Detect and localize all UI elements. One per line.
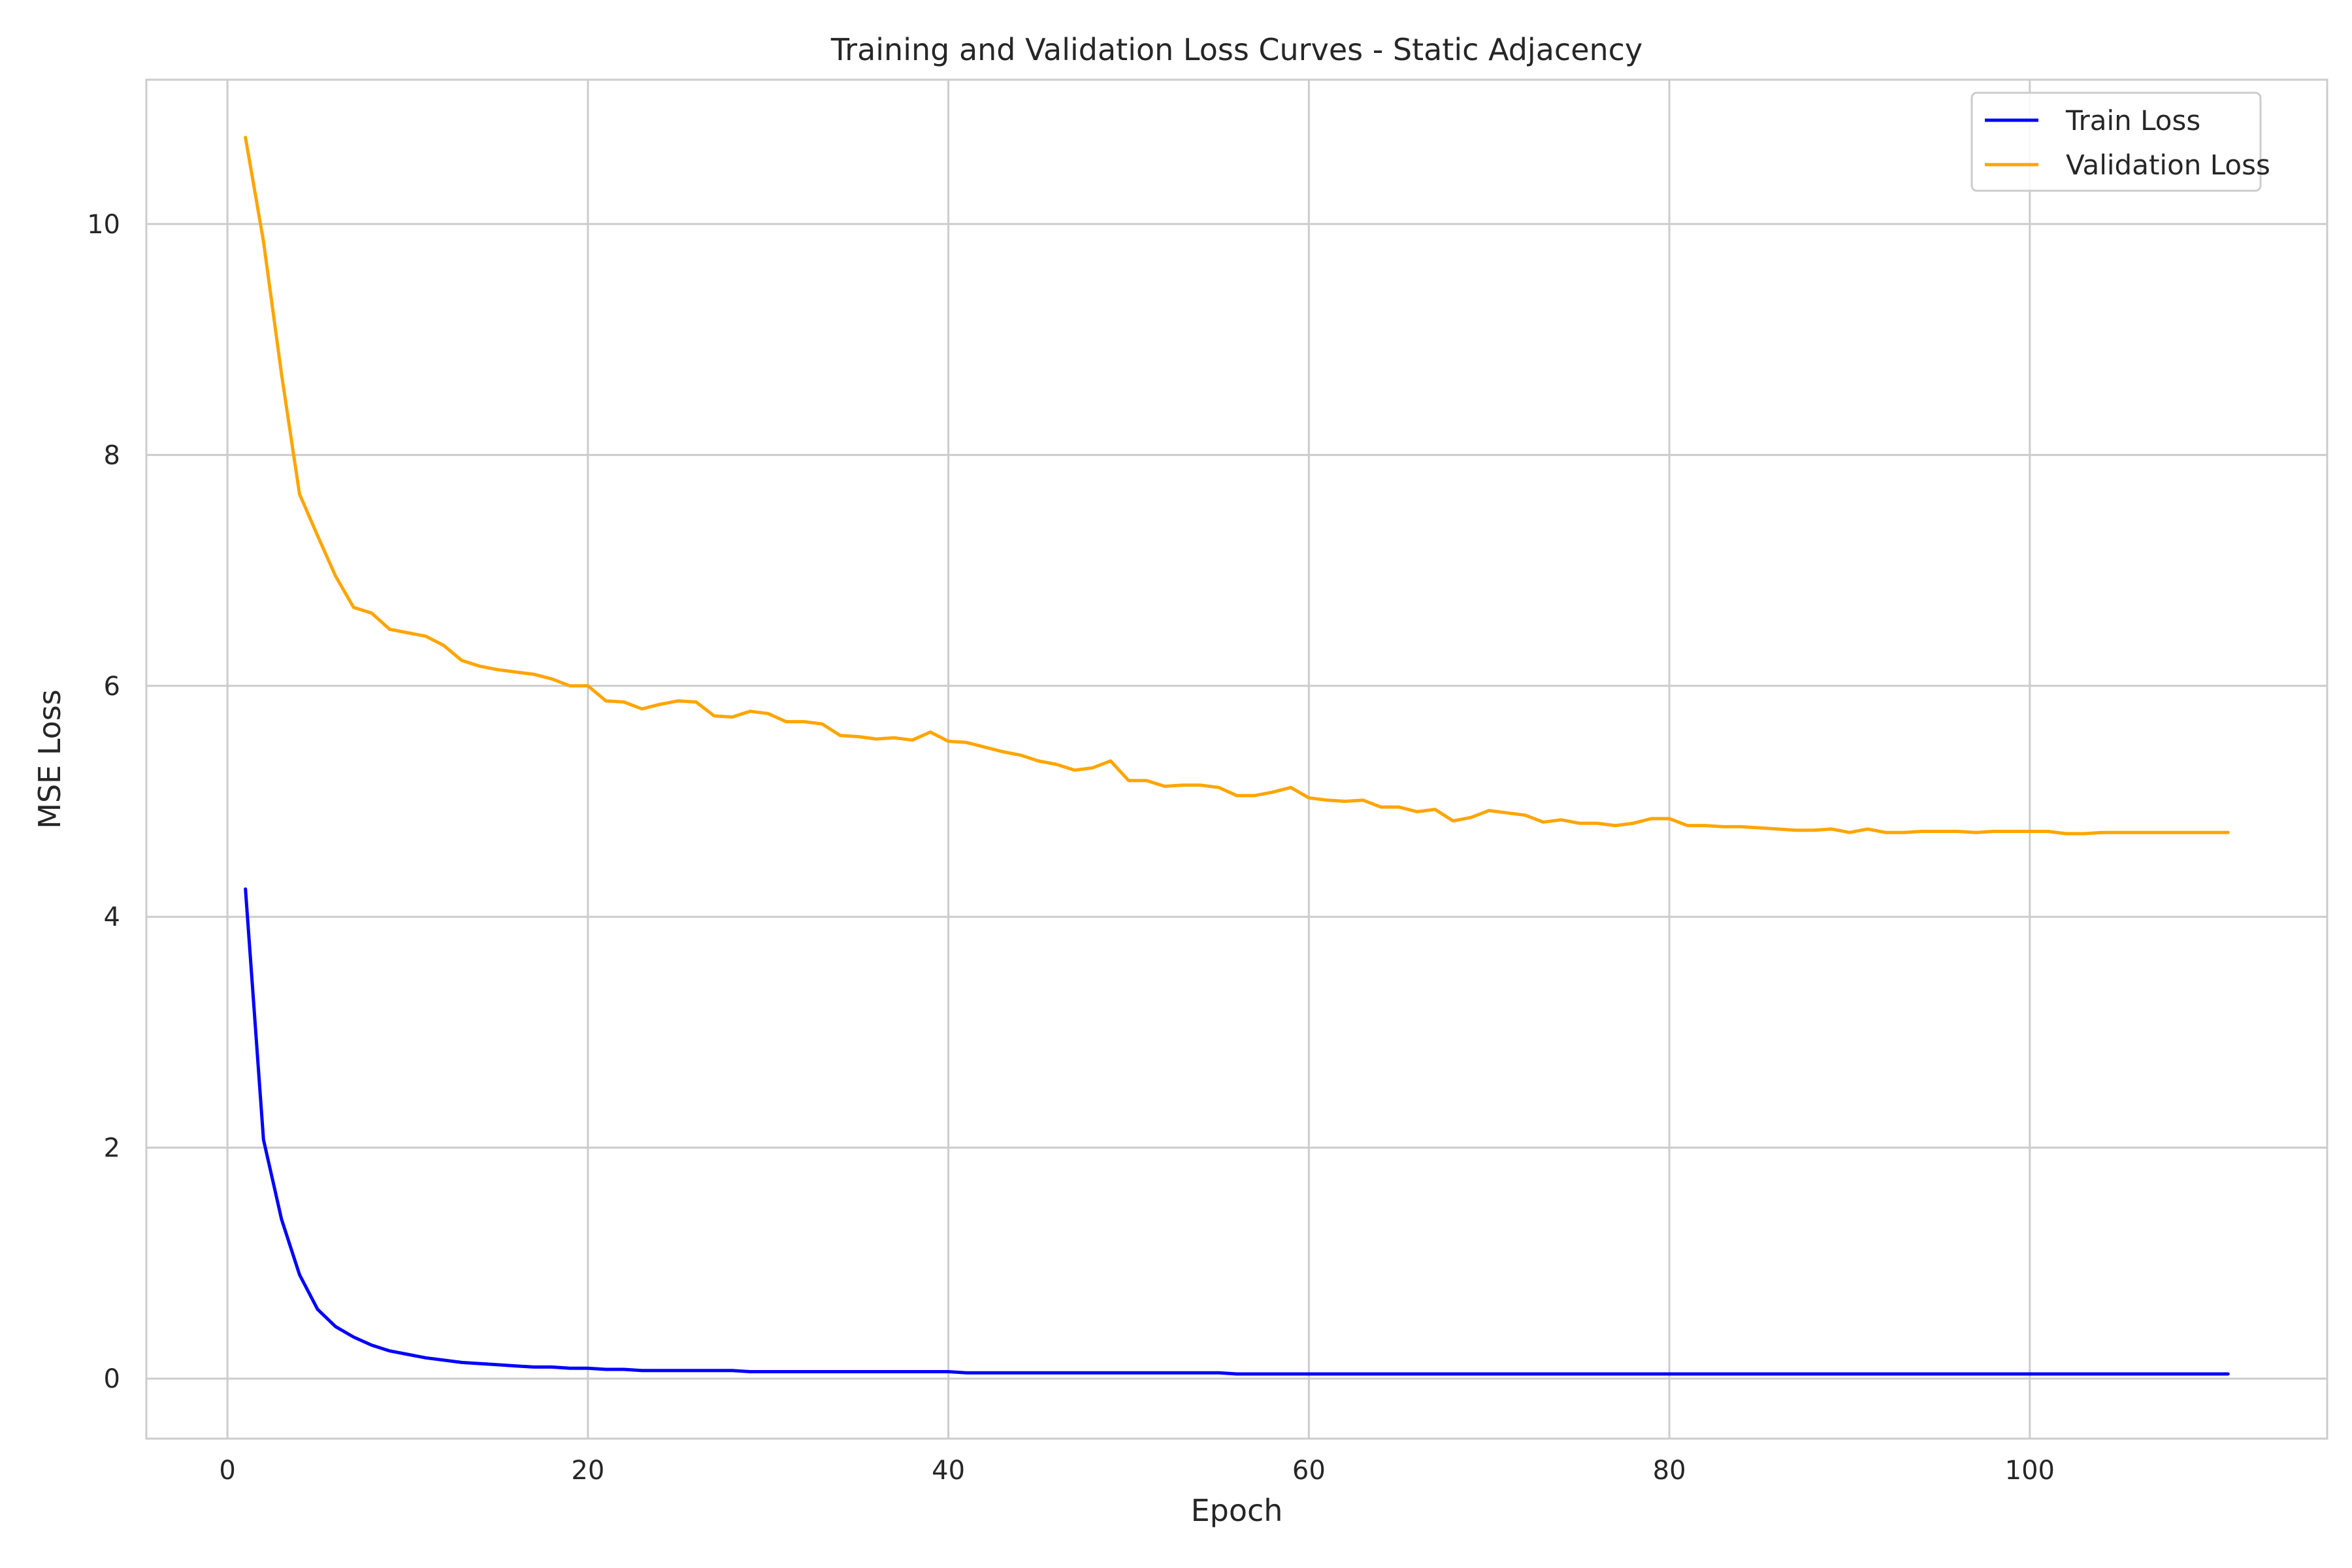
legend: Train Loss Validation Loss: [1970, 91, 2270, 192]
y-tick-label: 8: [104, 440, 120, 470]
series-line-train-loss: [244, 887, 2230, 1376]
y-tick-label: 6: [104, 672, 120, 702]
legend-label-train-loss: Train Loss: [2065, 105, 2200, 137]
x-tick-label: 0: [219, 1456, 235, 1486]
plot-frame: [145, 78, 2328, 1440]
x-tick-label: 40: [932, 1456, 965, 1486]
legend-label-validation-loss: Validation Loss: [2066, 149, 2270, 181]
y-tick-label: 4: [104, 902, 120, 932]
series-line-validation-loss: [244, 135, 2230, 836]
y-tick-label: 0: [104, 1364, 120, 1394]
chart-title: Training and Validation Loss Curves - St…: [830, 32, 1642, 67]
tick-layer: 0 20 40 60 80 100 0 2 4 6 8 10: [87, 210, 2055, 1486]
series-layer: [244, 135, 2230, 1376]
x-tick-label: 60: [1292, 1456, 1326, 1486]
x-axis-label: Epoch: [1191, 1493, 1283, 1528]
x-tick-label: 20: [571, 1456, 604, 1486]
x-tick-label: 100: [2005, 1456, 2055, 1486]
y-tick-label: 2: [104, 1134, 120, 1164]
grid-layer: [146, 80, 2327, 1439]
x-tick-label: 80: [1653, 1456, 1686, 1486]
y-tick-label: 10: [87, 210, 120, 240]
y-axis-label: MSE Loss: [32, 689, 67, 828]
legend-box: [1970, 91, 2262, 192]
